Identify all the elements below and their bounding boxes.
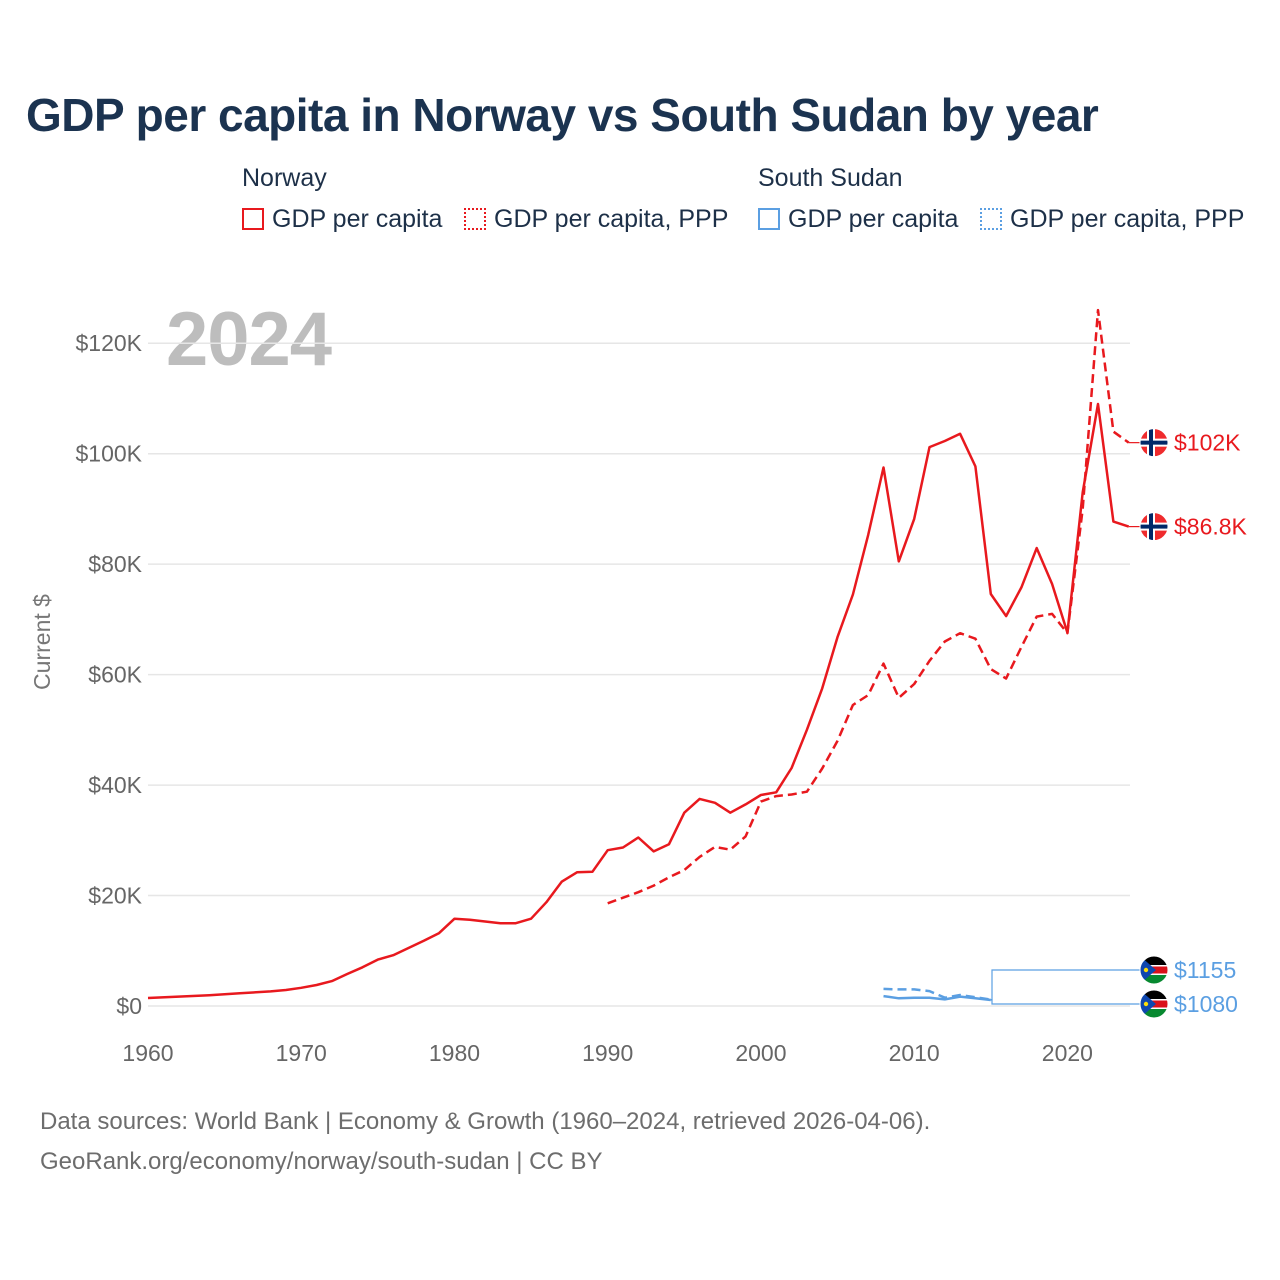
chart-area: $0 $20K $40K $60K $80K $100K $120K 1960 1970 1980… [29, 308, 1248, 1066]
x-tick-label: 2010 [889, 1040, 940, 1066]
x-tick-label: 1970 [276, 1040, 327, 1066]
y-tick-label: $60K [88, 662, 142, 688]
x-tick-label: 1960 [122, 1040, 173, 1066]
end-value-label: $102K [1174, 430, 1241, 456]
y-axis-title: Current $ [29, 594, 55, 690]
flag-body [1140, 990, 1168, 1018]
legend-group-norway: Norway [242, 164, 327, 192]
end-label-connector [990, 999, 1140, 1005]
flag-star [1143, 967, 1149, 973]
flag-body [1140, 956, 1168, 984]
x-tick-label: 2000 [735, 1040, 786, 1066]
south-sudan-flag-icon [1139, 989, 1169, 1019]
legend-item-south-sudan-gdp-ppp[interactable]: GDP per capita, PPP [980, 204, 1244, 234]
end-label-connector [990, 969, 1140, 1001]
legend-group-south-sudan: South Sudan [758, 164, 903, 192]
legend-item-norway-gdp[interactable]: GDP per capita [242, 204, 442, 234]
chart-title: GDP per capita in Norway vs South Sudan … [26, 89, 1099, 141]
legend-label: GDP per capita, PPP [1010, 204, 1245, 233]
year-label: 2024 [166, 297, 332, 382]
end-value-label: $1155 [1174, 957, 1236, 983]
flag-stripe-black [1140, 990, 1168, 999]
end-value-label: $1080 [1174, 991, 1238, 1017]
flag-ring [1139, 989, 1169, 1019]
end-value-label: $86.8K [1174, 514, 1248, 540]
legend-label: GDP per capita [788, 204, 959, 233]
flag-body [1140, 428, 1168, 457]
norway-flag-icon [1139, 428, 1169, 458]
y-tick-label: $40K [88, 772, 142, 798]
norway-flag-icon [1139, 512, 1169, 542]
legend-item-norway-gdp-ppp[interactable]: GDP per capita, PPP [464, 204, 728, 234]
flag-body [1140, 512, 1168, 541]
flag-stripe-black [1140, 956, 1168, 965]
flag-ring [1139, 955, 1169, 985]
legend-swatch-solid-icon [242, 208, 264, 230]
flag-cross-blue [1140, 440, 1168, 445]
flag-ring [1139, 512, 1169, 542]
legend-item-south-sudan-gdp[interactable]: GDP per capita [758, 204, 958, 234]
flag-cross-blue [1140, 524, 1168, 529]
legend-label: GDP per capita [272, 204, 443, 233]
flag-fimbriation [1140, 965, 1168, 967]
series-line [883, 987, 991, 1001]
y-tick-label: $20K [88, 883, 142, 909]
legend-swatch-solid-icon [758, 208, 780, 230]
y-tick-label: $0 [116, 993, 142, 1019]
flag-star [1143, 1001, 1149, 1007]
x-tick-label: 1990 [582, 1040, 633, 1066]
y-tick-label: $120K [75, 330, 142, 356]
south-sudan-flag-icon [1139, 955, 1169, 985]
series-line [147, 402, 1130, 1000]
flag-fimbriation [1140, 999, 1168, 1001]
flag-ring [1139, 428, 1169, 458]
flag-fimbriation [1140, 973, 1168, 975]
flag-stripe-green [1140, 1009, 1168, 1018]
x-tick-label: 2020 [1042, 1040, 1093, 1066]
footer-attribution: GeoRank.org/economy/norway/south-sudan |… [40, 1148, 603, 1175]
flag-fimbriation [1140, 1007, 1168, 1009]
flag-stripe-green [1140, 975, 1168, 984]
x-tick-label: 1980 [429, 1040, 480, 1066]
legend-swatch-dotted-icon [464, 208, 486, 230]
y-tick-label: $100K [75, 441, 142, 467]
y-tick-label: $80K [88, 551, 142, 577]
legend-label: GDP per capita, PPP [494, 204, 729, 233]
legend-swatch-dotted-icon [980, 208, 1002, 230]
series-line [607, 308, 1130, 905]
footer-sources: Data sources: World Bank | Economy & Gro… [40, 1108, 931, 1135]
